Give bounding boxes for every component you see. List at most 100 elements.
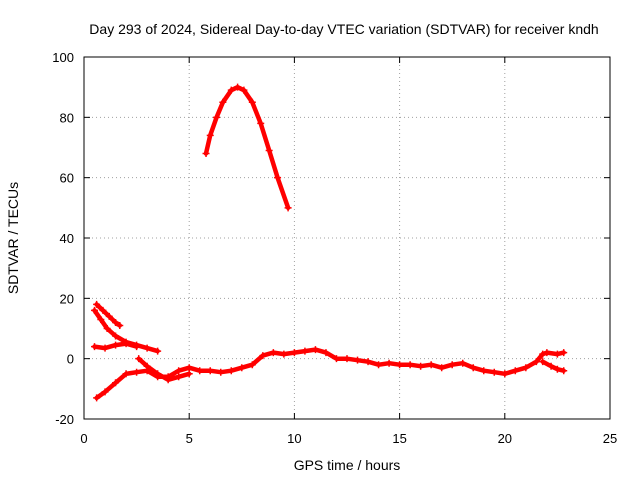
series-line-high-arc bbox=[203, 84, 291, 211]
data-point bbox=[202, 150, 210, 158]
grid-lines bbox=[84, 57, 610, 419]
y-tick-label: 60 bbox=[60, 171, 74, 186]
data-point bbox=[91, 343, 99, 351]
y-tick-label: 20 bbox=[60, 291, 74, 306]
data-point bbox=[560, 349, 568, 357]
series-main-trend bbox=[93, 346, 568, 402]
data-point bbox=[539, 358, 547, 366]
x-tick-label: 25 bbox=[603, 431, 617, 446]
data-point bbox=[196, 367, 204, 375]
data-point bbox=[532, 358, 540, 366]
data-point bbox=[240, 86, 248, 94]
data-point bbox=[522, 364, 530, 372]
data-point bbox=[93, 394, 101, 402]
data-point bbox=[375, 361, 383, 369]
x-axis-label: GPS time / hours bbox=[294, 457, 401, 473]
data-point bbox=[248, 361, 256, 369]
y-tick-label: 0 bbox=[67, 352, 74, 367]
data-point bbox=[143, 344, 151, 352]
data-point bbox=[206, 131, 214, 139]
data-point bbox=[280, 350, 288, 358]
data-point bbox=[290, 349, 298, 357]
series-group bbox=[91, 83, 568, 402]
data-point bbox=[116, 321, 124, 329]
y-axis-label: SDTVAR / TECUs bbox=[5, 182, 21, 294]
data-point bbox=[301, 347, 309, 355]
data-point bbox=[175, 373, 183, 381]
data-point bbox=[343, 355, 351, 363]
data-point bbox=[97, 315, 105, 323]
data-point bbox=[257, 119, 265, 127]
data-point bbox=[322, 349, 330, 357]
y-axis-ticks: -20 0 20 40 60 80 100 bbox=[52, 50, 610, 427]
data-point bbox=[511, 367, 519, 375]
y-tick-label: 80 bbox=[60, 110, 74, 125]
data-point bbox=[543, 349, 551, 357]
data-point bbox=[122, 370, 130, 378]
data-point bbox=[438, 364, 446, 372]
data-point bbox=[553, 365, 561, 373]
data-point bbox=[406, 361, 414, 369]
data-point bbox=[206, 367, 214, 375]
data-point bbox=[227, 86, 235, 94]
data-point bbox=[133, 343, 141, 351]
data-point bbox=[175, 367, 183, 375]
data-point bbox=[112, 332, 120, 340]
data-point bbox=[560, 367, 568, 375]
data-point bbox=[238, 364, 246, 372]
data-point bbox=[112, 379, 120, 387]
data-point bbox=[122, 340, 130, 348]
data-point bbox=[112, 318, 120, 326]
series-early-low bbox=[91, 340, 141, 352]
data-point bbox=[164, 376, 172, 384]
series-lower-branch bbox=[539, 358, 568, 375]
x-tick-label: 10 bbox=[287, 431, 301, 446]
data-point bbox=[93, 300, 101, 308]
x-axis-ticks: 0 5 10 15 20 25 bbox=[80, 57, 617, 446]
data-point bbox=[103, 325, 111, 332]
data-point bbox=[284, 204, 292, 212]
data-point bbox=[99, 306, 107, 314]
data-point bbox=[480, 367, 488, 375]
data-point bbox=[143, 362, 151, 370]
data-point bbox=[101, 388, 109, 396]
x-tick-label: 20 bbox=[498, 431, 512, 446]
data-point bbox=[274, 174, 282, 182]
chart-title: Day 293 of 2024, Sidereal Day-to-day VTE… bbox=[89, 21, 598, 37]
data-point bbox=[219, 98, 227, 106]
data-point bbox=[427, 361, 435, 369]
series-early-high bbox=[93, 300, 124, 329]
data-point bbox=[248, 98, 256, 106]
data-point bbox=[185, 364, 193, 372]
data-point bbox=[490, 368, 498, 376]
data-point bbox=[501, 370, 509, 378]
data-point bbox=[332, 355, 340, 363]
data-point bbox=[553, 350, 561, 358]
data-point bbox=[364, 358, 372, 366]
data-point bbox=[417, 362, 425, 370]
data-point bbox=[227, 367, 235, 375]
data-point bbox=[448, 361, 456, 369]
series-high-arc bbox=[202, 83, 292, 212]
data-point bbox=[269, 349, 277, 357]
data-point bbox=[112, 341, 120, 349]
y-tick-label: -20 bbox=[55, 412, 74, 427]
data-point bbox=[133, 368, 141, 376]
data-point bbox=[265, 147, 273, 155]
y-tick-label: 40 bbox=[60, 231, 74, 246]
data-point bbox=[259, 352, 267, 360]
data-point bbox=[91, 306, 99, 314]
data-point bbox=[459, 359, 467, 367]
data-point bbox=[185, 370, 193, 378]
data-point bbox=[234, 83, 242, 91]
data-point bbox=[217, 368, 225, 376]
x-tick-label: 0 bbox=[80, 431, 87, 446]
x-tick-label: 5 bbox=[186, 431, 193, 446]
data-point bbox=[539, 350, 547, 358]
data-point bbox=[101, 344, 109, 352]
data-point bbox=[154, 347, 162, 355]
data-point bbox=[213, 113, 221, 121]
data-point bbox=[469, 364, 477, 372]
data-point bbox=[105, 312, 113, 320]
